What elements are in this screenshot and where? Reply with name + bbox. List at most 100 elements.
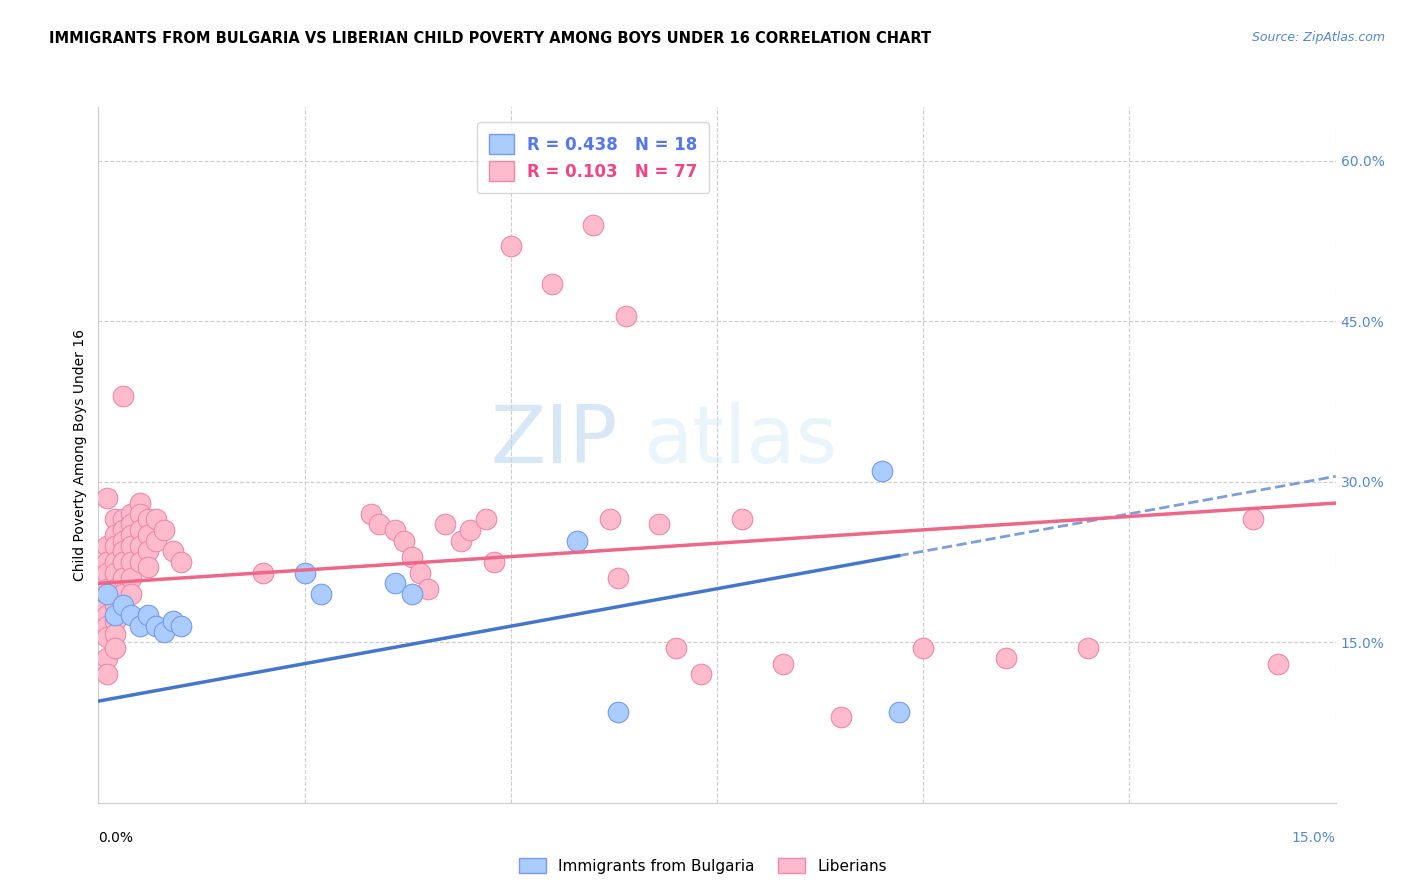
Point [120, 587, 142, 601]
Point [136, 512, 159, 526]
Point [112, 523, 135, 537]
Point [153, 523, 176, 537]
Point [112, 512, 135, 526]
Point [112, 544, 135, 558]
Text: ZIP: ZIP [491, 402, 619, 480]
Point [96, 608, 118, 623]
Point [401, 587, 423, 601]
Point [96, 587, 118, 601]
Point [912, 640, 935, 655]
Point [870, 464, 893, 478]
Point [96, 667, 118, 681]
Point [104, 582, 127, 596]
Point [112, 389, 135, 403]
Text: atlas: atlas [643, 402, 837, 480]
Point [1267, 657, 1289, 671]
Point [418, 582, 440, 596]
Point [484, 555, 506, 569]
Point [120, 608, 142, 623]
Point [162, 614, 184, 628]
Point [145, 533, 167, 548]
Point [96, 539, 118, 553]
Point [145, 512, 167, 526]
Text: IMMIGRANTS FROM BULGARIA VS LIBERIAN CHILD POVERTY AMONG BOYS UNDER 16 CORRELATI: IMMIGRANTS FROM BULGARIA VS LIBERIAN CHI… [49, 31, 931, 46]
Point [565, 533, 588, 548]
Point [112, 603, 135, 617]
Point [112, 598, 135, 612]
Text: 0.0%: 0.0% [98, 830, 134, 845]
Point [887, 705, 910, 719]
Point [136, 544, 159, 558]
Point [104, 555, 127, 569]
Point [541, 277, 564, 291]
Point [96, 555, 118, 569]
Point [475, 512, 498, 526]
Point [96, 598, 118, 612]
Point [384, 576, 406, 591]
Point [96, 491, 118, 505]
Point [136, 560, 159, 574]
Point [1241, 512, 1264, 526]
Point [112, 533, 135, 548]
Point [409, 566, 432, 580]
Point [994, 651, 1017, 665]
Point [104, 512, 127, 526]
Point [128, 539, 150, 553]
Point [614, 309, 637, 323]
Point [128, 507, 150, 521]
Point [607, 571, 630, 585]
Point [136, 528, 159, 542]
Text: Source: ZipAtlas.com: Source: ZipAtlas.com [1251, 31, 1385, 45]
Point [450, 533, 472, 548]
Point [120, 539, 142, 553]
Point [96, 630, 118, 644]
Legend: R = 0.438   N = 18, R = 0.103   N = 77: R = 0.438 N = 18, R = 0.103 N = 77 [477, 122, 710, 193]
Point [112, 571, 135, 585]
Point [96, 566, 118, 580]
Point [294, 566, 316, 580]
Point [689, 667, 711, 681]
Point [104, 566, 127, 580]
Point [104, 598, 127, 612]
Point [731, 512, 754, 526]
Point [433, 517, 456, 532]
Point [252, 566, 274, 580]
Point [120, 528, 142, 542]
Point [128, 523, 150, 537]
Point [128, 555, 150, 569]
Point [120, 555, 142, 569]
Point [384, 523, 406, 537]
Point [607, 705, 630, 719]
Point [392, 533, 415, 548]
Point [830, 710, 852, 724]
Point [360, 507, 382, 521]
Point [648, 517, 671, 532]
Point [112, 555, 135, 569]
Point [170, 619, 193, 633]
Point [112, 587, 135, 601]
Point [104, 614, 127, 628]
Point [104, 640, 127, 655]
Point [162, 544, 184, 558]
Point [665, 640, 688, 655]
Point [582, 218, 605, 232]
Text: 15.0%: 15.0% [1292, 830, 1336, 845]
Point [104, 539, 127, 553]
Point [367, 517, 389, 532]
Point [96, 651, 118, 665]
Point [104, 608, 127, 623]
Point [401, 549, 423, 564]
Point [499, 239, 522, 253]
Point [104, 626, 127, 640]
Point [96, 582, 118, 596]
Point [104, 528, 127, 542]
Point [458, 523, 481, 537]
Y-axis label: Child Poverty Among Boys Under 16: Child Poverty Among Boys Under 16 [73, 329, 87, 581]
Point [309, 587, 332, 601]
Point [170, 555, 193, 569]
Point [145, 619, 167, 633]
Point [153, 624, 176, 639]
Legend: Immigrants from Bulgaria, Liberians: Immigrants from Bulgaria, Liberians [513, 852, 893, 880]
Point [128, 619, 150, 633]
Point [136, 608, 159, 623]
